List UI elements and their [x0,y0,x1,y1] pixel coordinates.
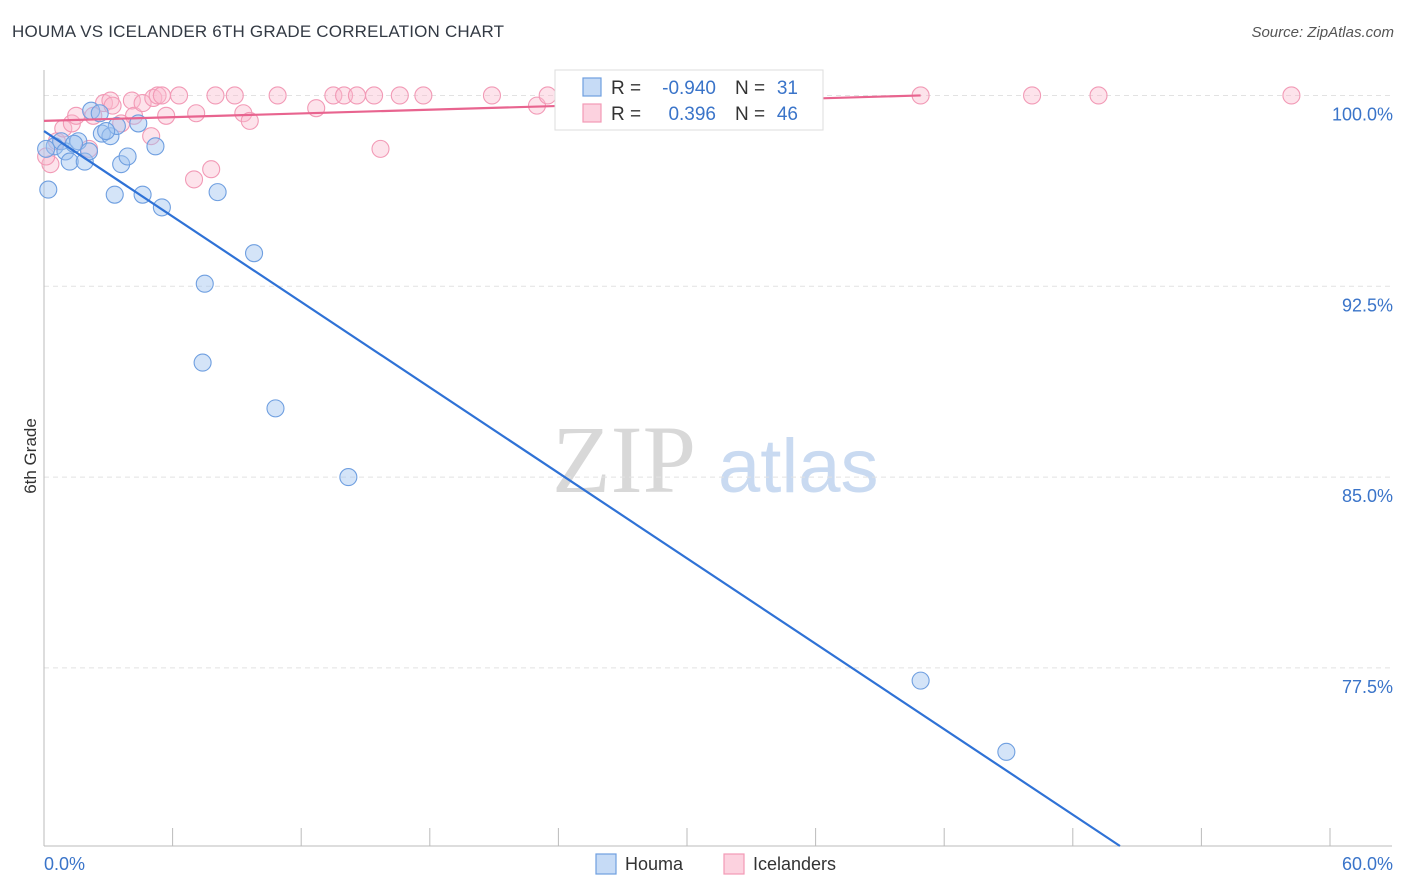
icelanders-point [365,86,384,105]
icelanders-point [148,86,167,105]
houma-point [193,353,212,372]
icelanders-point [122,91,141,110]
icelanders-point [142,127,161,146]
y-tick-label: 92.5% [1342,295,1393,315]
x-tick-label: 60.0% [1342,854,1393,874]
houma-point [208,183,227,202]
icelanders-point [206,86,225,105]
houma-point [266,399,285,418]
y-tick-labels: 100.0% 92.5% 85.0% 77.5% [1332,104,1393,696]
y-tick-label: 77.5% [1342,677,1393,697]
icelanders-point [152,86,171,105]
icelanders-point [157,106,176,125]
stats-r-label-icelanders: R = [611,104,641,125]
icelanders-point [371,139,390,158]
icelanders-point [390,86,409,105]
stats-r-value-houma: -0.940 [662,78,716,99]
icelanders-point [414,86,433,105]
chart-title: HOUMA VS ICELANDER 6TH GRADE CORRELATION… [12,22,505,41]
icelanders-point [1282,86,1301,105]
icelanders-point [133,94,152,113]
houma-point [997,742,1016,761]
stats-box: R = -0.940 N = 31 R = 0.396 N = 46 [554,69,824,131]
icelanders-point [202,160,221,179]
houma-point [39,180,58,199]
houma-point [75,152,94,171]
houma-point [60,152,79,171]
icelanders-point [1089,86,1108,105]
houma-trend-line [43,130,1121,847]
houma-point [112,155,131,174]
icelanders-point [1023,86,1042,105]
icelanders-point [225,86,244,105]
stats-swatch-icelanders [582,103,602,123]
watermark-atlas: atlas [718,424,879,509]
y-axis-title: 6th Grade [21,418,40,494]
icelanders-point [268,86,287,105]
icelanders-point [184,170,204,189]
icelanders-point [335,86,354,105]
icelanders-point [187,104,206,123]
legend-label-houma: Houma [625,854,684,874]
icelanders-point [240,111,259,130]
icelanders-point [67,106,86,125]
houma-point [105,185,124,204]
stats-n-value-icelanders: 46 [777,104,798,125]
houma-point [90,104,109,123]
source-label: Source: ZipAtlas.com [1251,24,1394,41]
stats-r-value-icelanders: 0.396 [668,104,716,125]
houma-point [107,116,126,136]
icelanders-point [347,86,366,105]
y-tick-label: 85.0% [1342,486,1393,506]
axes [43,70,1392,847]
houma-point [339,468,358,487]
watermark-zip: ZIP [552,406,696,513]
icelanders-point [234,104,253,123]
grid-lines [44,94,1392,669]
icelanders-point [169,86,189,105]
legend: Houma Icelanders [595,853,836,875]
houma-point [146,137,165,156]
x-tick-label: 0.0% [44,854,85,874]
legend-swatch-icelanders [723,853,745,875]
icelanders-point [482,86,502,105]
icelanders-point [538,86,557,105]
stats-n-label-icelanders: N = [735,104,765,125]
houma-point [911,671,930,690]
legend-label-icelanders: Icelanders [753,854,836,874]
x-tick-labels: 0.0% 60.0% [44,854,1393,874]
houma-point [195,274,214,293]
houma-point [118,147,137,166]
stats-r-label-houma: R = [611,78,641,99]
icelanders-point [324,86,343,105]
houma-point [37,139,56,158]
houma-point [97,122,116,141]
stats-n-label-houma: N = [735,78,765,99]
stats-n-value-houma: 31 [777,78,798,99]
y-tick-label: 100.0% [1332,104,1393,124]
houma-point [244,244,264,263]
stats-swatch-houma [582,77,602,97]
legend-swatch-houma [595,853,617,875]
